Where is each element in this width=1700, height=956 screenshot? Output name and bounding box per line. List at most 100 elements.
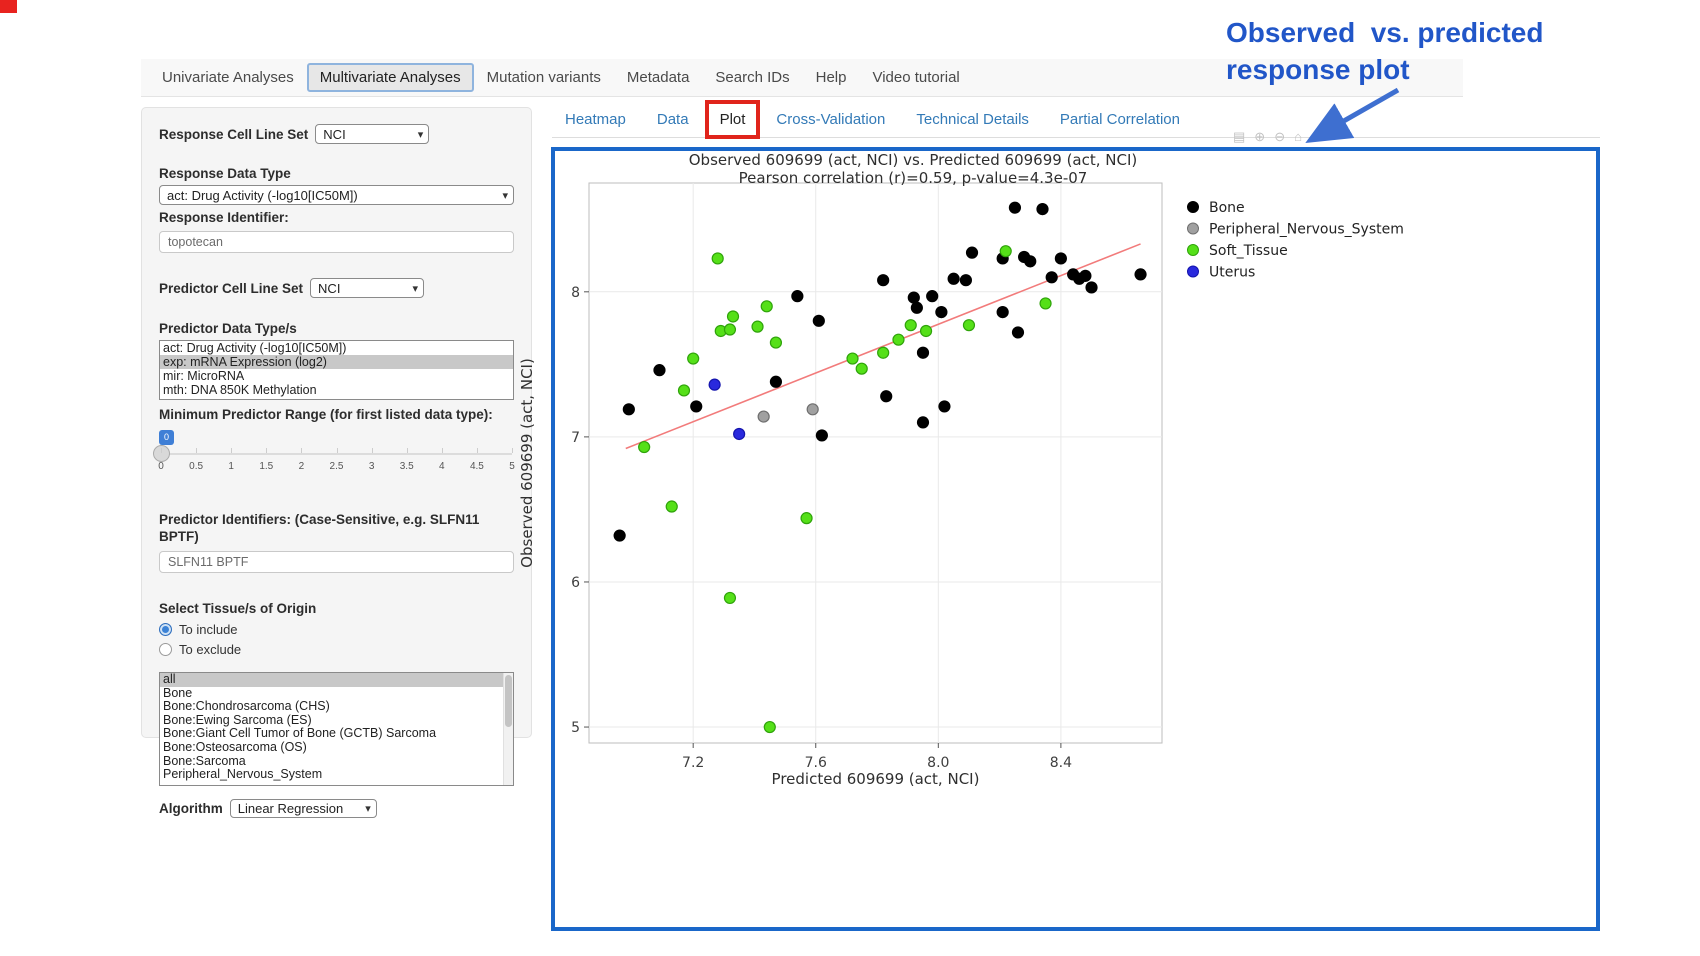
data-type-option-act-drug-activity-log10-ic50m[interactable]: act: Drug Activity (-log10[IC50M]) [163,341,347,355]
legend-marker-uterus[interactable] [1187,265,1199,278]
min-predictor-range-label: Minimum Predictor Range (for first liste… [159,407,493,422]
zoom-out-icon[interactable]: ⊖ [1274,129,1286,144]
response-cell-line-set-select[interactable]: NCI ▾ [315,124,430,144]
point-bone [622,403,635,416]
point-bone [926,290,939,303]
subtab-heatmap[interactable]: Heatmap [565,110,626,128]
nav-item-univariate-analyses[interactable]: Univariate Analyses [162,69,294,86]
tissue-origin-listbox: all Bone Bone:Chondrosarcoma (CHS) Bone:Ewi… [159,672,514,786]
data-type-option-exp-mrna-expression-log2[interactable]: exp: mRNA Expression (log2) [160,355,513,369]
zoom-in-icon[interactable]: ⊕ [1254,129,1266,144]
radio-to-include[interactable] [159,623,172,636]
algorithm-select[interactable]: Linear Regression ▾ [229,799,377,818]
tissue-option-peripheral-nervous-system[interactable]: Peripheral_Nervous_System [163,767,323,782]
tissue-option-bone-giant-cell-tumor-of-bone-gctb-sarcoma[interactable]: Bone:Giant Cell Tumor of Bone (GCTB) Sar… [163,726,437,741]
subtab-partial-correlation[interactable]: Partial Correlation [1059,110,1180,128]
scrollbar-thumb[interactable] [505,675,512,727]
tissue-option-all[interactable]: all [160,673,513,687]
subtab-cross-validation[interactable]: Cross-Validation [776,110,886,128]
legend-label-uterus[interactable]: Uterus [1209,265,1255,281]
point-soft-tissue [962,319,976,332]
listbox-scrollbar[interactable] [503,673,513,785]
predictor-cell-line-set-value: NCI [318,280,341,296]
legend-marker-peripheral-nervous-system[interactable] [1187,222,1199,235]
slider-tick [371,448,373,453]
legend-label-soft-tissue[interactable]: Soft_Tissue [1209,243,1288,259]
slider-tick [406,448,408,453]
tissue-option-bone[interactable]: Bone [163,685,193,700]
radio-row-to-include: To include [159,622,514,637]
point-soft-tissue [723,591,737,605]
camera-icon[interactable]: ▤ [1233,129,1246,144]
slider-tick-label: 3 [368,461,375,472]
tissue-option-bone-sarcoma[interactable]: Bone:Sarcoma [163,753,246,768]
chart-title: Observed 609699 (act, NCI) vs. Predicted… [688,151,1138,169]
point-bone [916,346,930,359]
point-soft-tissue [723,323,737,336]
nav-item-help[interactable]: Help [815,69,847,86]
predictor-cell-line-set-label: Predictor Cell Line Set [159,280,304,296]
radio-row-to-exclude: To exclude [159,642,514,657]
nav-item-metadata[interactable]: Metadata [626,69,690,86]
point-bone [1054,252,1067,265]
response-data-type-select[interactable]: act: Drug Activity (-log10[IC50M]) ▾ [159,185,514,205]
x-tick-label: 8.4 [1050,755,1072,771]
legend-marker-soft-tissue[interactable] [1187,244,1199,256]
slider-tick [231,448,233,453]
subtab-plot[interactable]: Plot [719,110,746,128]
point-bone [1079,269,1092,282]
nav-item-multivariate-analyses[interactable]: Multivariate Analyses [306,63,474,92]
main-nav: Univariate Analyses Multivariate Analyses… [141,59,1463,97]
tissue-option-bone-chondrosarcoma-chs[interactable]: Bone:Chondrosarcoma (CHS) [163,699,330,714]
nav-item-video-tutorial[interactable]: Video tutorial [872,69,960,86]
slider-tick [161,448,162,453]
predictor-identifiers-input[interactable] [159,551,514,573]
predictor-cell-line-set-select[interactable]: NCI ▾ [310,278,425,298]
point-bone [880,390,893,403]
tissue-option-bone-ewing-sarcoma-es[interactable]: Bone:Ewing Sarcoma (ES) [163,712,312,727]
point-bone [910,301,923,314]
point-bone [947,272,960,285]
plot-tab-highlight-box [704,99,761,139]
min-predictor-range-slider: 0 0 0.5 1 1.5 2 2.5 3 3.5 4 4.5 5 [153,430,515,477]
point-bone [916,416,930,429]
data-type-option-mth-dna-850k-methylation[interactable]: mth: DNA 850K Methylation [163,383,317,397]
response-data-type-value: act: Drug Activity (-log10[IC50M]) [167,187,358,203]
nav-item-search-ids[interactable]: Search IDs [715,69,790,86]
point-soft-tissue [638,440,651,454]
home-icon[interactable]: ⌂ [1294,129,1302,144]
predictor-data-types-listbox: act: Drug Activity (-log10[IC50M]) exp: m… [159,340,514,400]
nav-item-mutation-variants[interactable]: Mutation variants [486,69,601,86]
annotation-line2: response plot [1226,54,1410,85]
y-tick-label: 8 [571,285,580,301]
subtab-technical-details[interactable]: Technical Details [916,110,1029,128]
predictor-identifiers-label: Predictor Identifiers: (Case-Sensitive, … [159,512,480,544]
legend-label-peripheral-nervous-system[interactable]: Peripheral_Nervous_System [1209,222,1404,238]
slider-tick-label: 2.5 [329,461,344,472]
response-identifier-input[interactable] [159,231,514,253]
point-uterus [708,378,721,391]
tissue-option-bone-osteosarcoma-os[interactable]: Bone:Osteosarcoma (OS) [163,739,307,754]
radio-to-exclude[interactable] [159,643,172,656]
slider-track[interactable] [153,445,513,462]
x-tick-label: 7.2 [682,755,704,771]
x-tick-label: 8.0 [927,755,949,771]
slider-handle[interactable] [153,445,170,462]
y-axis-title: Observed 609699 (act, NCI) [518,358,536,568]
slider-tick [266,448,268,453]
legend-marker-bone[interactable] [1187,201,1199,213]
subtab-data[interactable]: Data [656,110,689,128]
legend-label-bone[interactable]: Bone [1209,200,1245,216]
point-soft-tissue [846,352,859,365]
point-soft-tissue [726,310,740,323]
slider-tick-label: 4 [439,461,445,472]
data-type-option-mir-microrna[interactable]: mir: MicroRNA [163,369,245,383]
x-tick-label: 7.6 [805,755,827,771]
slider-tick-label: 0 [158,461,164,472]
point-soft-tissue [919,324,933,338]
point-bone [690,400,703,413]
radio-label-to-include: To include [179,622,238,637]
point-bone [1024,255,1037,268]
slider-tick [441,448,443,453]
point-bone [1045,271,1058,284]
